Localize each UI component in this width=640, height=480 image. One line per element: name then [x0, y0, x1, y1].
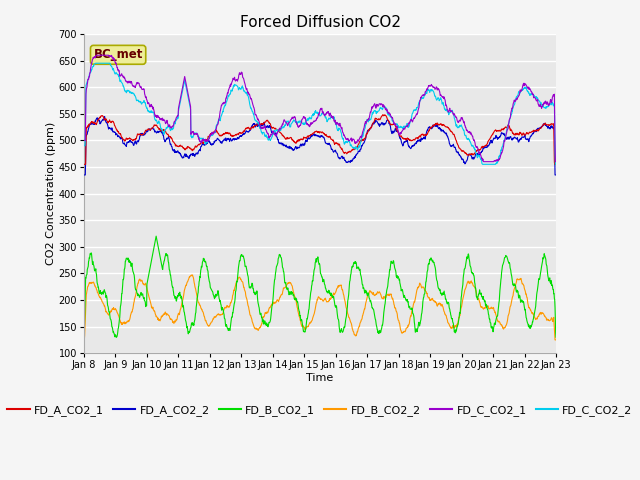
Line: FD_B_CO2_1: FD_B_CO2_1 [84, 236, 556, 337]
Y-axis label: CO2 Concentration (ppm): CO2 Concentration (ppm) [45, 122, 56, 265]
FD_A_CO2_2 [174, 148, 182, 154]
FD_C_CO2_1 [552, 159, 560, 165]
Legend: FD_A_CO2_1, FD_A_CO2_2, FD_B_CO2_1, FD_B_CO2_2, FD_C_CO2_1, FD_C_CO2_2: FD_A_CO2_1, FD_A_CO2_2, FD_B_CO2_1, FD_B… [3, 400, 637, 420]
FD_B_CO2_1 [238, 253, 246, 259]
FD_B_CO2_2 [497, 321, 504, 327]
FD_B_CO2_2 [188, 272, 196, 278]
Line: FD_A_CO2_2: FD_A_CO2_2 [84, 117, 556, 175]
FD_B_CO2_2 [173, 314, 181, 320]
FD_B_CO2_1 [152, 233, 160, 239]
FD_C_CO2_1 [393, 125, 401, 131]
FD_A_CO2_1 [497, 128, 504, 134]
FD_B_CO2_1 [80, 335, 88, 340]
FD_A_CO2_2 [552, 172, 560, 178]
FD_A_CO2_1 [393, 127, 401, 133]
FD_C_CO2_2 [92, 60, 100, 66]
FD_A_CO2_1 [552, 161, 560, 167]
Line: FD_C_CO2_2: FD_C_CO2_2 [84, 63, 556, 164]
FD_C_CO2_1 [480, 159, 488, 165]
FD_C_CO2_1 [455, 120, 463, 125]
Line: FD_B_CO2_2: FD_B_CO2_2 [84, 275, 556, 340]
FD_C_CO2_2 [238, 84, 246, 90]
FD_B_CO2_1 [552, 335, 560, 340]
FD_C_CO2_1 [238, 70, 246, 75]
FD_B_CO2_2 [185, 275, 193, 281]
FD_C_CO2_1 [497, 153, 504, 158]
FD_B_CO2_2 [80, 337, 88, 343]
FD_B_CO2_1 [393, 275, 401, 281]
FD_A_CO2_2 [101, 114, 109, 120]
X-axis label: Time: Time [307, 373, 333, 383]
FD_A_CO2_2 [238, 132, 246, 138]
FD_C_CO2_2 [455, 124, 463, 130]
FD_B_CO2_2 [455, 316, 463, 322]
FD_B_CO2_1 [497, 285, 504, 290]
FD_C_CO2_2 [552, 161, 560, 167]
FD_A_CO2_1 [455, 144, 463, 150]
FD_C_CO2_2 [186, 100, 193, 106]
FD_C_CO2_2 [497, 150, 504, 156]
FD_C_CO2_2 [393, 121, 401, 127]
FD_A_CO2_2 [455, 151, 463, 156]
FD_B_CO2_1 [186, 330, 193, 336]
FD_A_CO2_1 [80, 161, 88, 167]
FD_B_CO2_1 [455, 318, 463, 324]
FD_B_CO2_2 [393, 310, 401, 316]
Line: FD_A_CO2_1: FD_A_CO2_1 [84, 115, 556, 164]
Line: FD_C_CO2_1: FD_C_CO2_1 [84, 55, 556, 162]
FD_A_CO2_2 [186, 155, 193, 160]
FD_A_CO2_1 [238, 130, 246, 136]
FD_A_CO2_2 [80, 172, 88, 178]
FD_A_CO2_2 [497, 133, 504, 139]
FD_A_CO2_2 [393, 128, 401, 133]
FD_C_CO2_2 [80, 143, 88, 149]
FD_A_CO2_1 [173, 144, 181, 149]
FD_A_CO2_1 [379, 112, 387, 118]
FD_C_CO2_2 [174, 116, 182, 121]
FD_C_CO2_2 [479, 161, 486, 167]
FD_A_CO2_1 [185, 144, 193, 150]
FD_C_CO2_1 [186, 97, 193, 103]
FD_C_CO2_1 [80, 137, 88, 143]
FD_C_CO2_1 [92, 52, 100, 58]
Text: BC_met: BC_met [93, 48, 143, 61]
Title: Forced Diffusion CO2: Forced Diffusion CO2 [239, 15, 401, 30]
FD_B_CO2_2 [552, 337, 560, 343]
FD_B_CO2_2 [238, 278, 246, 284]
FD_C_CO2_1 [174, 113, 182, 119]
FD_B_CO2_1 [174, 292, 182, 298]
